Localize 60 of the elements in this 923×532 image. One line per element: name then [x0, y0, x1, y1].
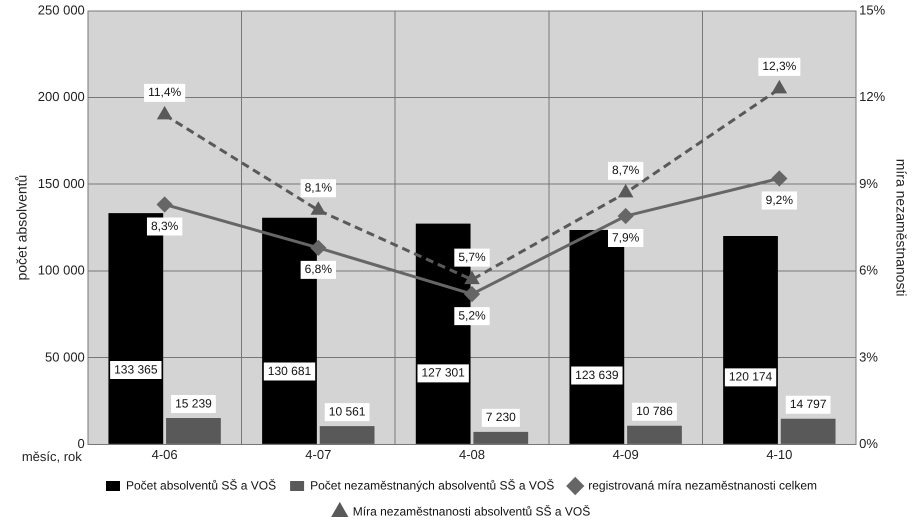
data-label: 130 681	[268, 364, 312, 378]
x-axis-title: měsíc, rok	[22, 448, 82, 464]
y-tick-label: 150 000	[38, 176, 85, 191]
point	[772, 81, 786, 94]
y-tick-label: 250 000	[38, 2, 85, 18]
bar	[780, 418, 836, 444]
data-label: 8,1%	[304, 180, 332, 195]
data-label: 7 230	[486, 410, 516, 424]
bar	[166, 418, 221, 444]
y2-axis-title: míra nezaměstnanosti	[894, 158, 910, 296]
data-label: 14 797	[790, 397, 827, 412]
legend-label: Počet nezaměstnaných absolventů SŠ a VOŠ	[310, 478, 554, 492]
data-label: 8,3%	[150, 218, 179, 233]
data-label: 127 301	[421, 366, 466, 380]
y-tick-label: 200 000	[38, 89, 85, 104]
legend-label: registrovaná míra nezaměstnanosti celkem	[588, 478, 818, 492]
data-label: 10 786	[636, 404, 674, 418]
data-label: 120 174	[728, 370, 773, 384]
data-label: 6,8%	[304, 262, 332, 276]
x-tick-label: 4-10	[766, 446, 792, 462]
data-label: 10 561	[328, 404, 366, 418]
data-label: 7,9%	[612, 230, 640, 244]
x-tick-label: 4-07	[305, 446, 332, 462]
point	[158, 107, 172, 120]
y2-tick-label: 6%	[859, 262, 878, 278]
y2-tick-label: 12%	[859, 89, 886, 104]
data-label: 15 239	[175, 396, 212, 410]
legend-label: Míra nezaměstnanosti absolventů SŠ a VOŠ	[352, 504, 590, 518]
data-label: 5,7%	[458, 250, 486, 264]
y-tick-label: 100 000	[38, 262, 85, 278]
legend-label: Počet absolventů SŠ a VOŠ	[126, 478, 276, 492]
y2-tick-label: 0%	[859, 436, 878, 451]
data-label: 123 639	[575, 368, 619, 382]
data-label: 8,7%	[612, 163, 640, 178]
y2-tick-label: 3%	[859, 349, 878, 364]
point	[465, 272, 479, 284]
bar	[320, 426, 374, 444]
x-tick-label: 4-09	[612, 446, 639, 462]
y-tick-label: 0	[78, 436, 85, 451]
data-label: 11,4%	[148, 85, 182, 100]
point	[618, 185, 632, 198]
data-label: 9,2%	[766, 192, 794, 207]
point	[310, 240, 326, 256]
data-label: 12,3%	[762, 59, 797, 74]
x-tick-label: 4-08	[458, 446, 485, 462]
point	[772, 170, 787, 186]
data-label: 133 365	[114, 362, 158, 376]
point	[618, 208, 634, 224]
point	[312, 202, 326, 215]
x-tick-label: 4-06	[152, 446, 178, 462]
y-axis-title: počet absolventů	[13, 174, 30, 281]
point	[157, 196, 172, 212]
point	[464, 286, 480, 302]
bar	[723, 236, 778, 444]
bar	[473, 432, 528, 444]
bar	[627, 426, 682, 444]
y2-tick-label: 15%	[859, 2, 886, 18]
data-label: 5,2%	[458, 308, 486, 322]
y-tick-label: 50 000	[45, 349, 85, 364]
y2-tick-label: 9%	[859, 176, 878, 191]
